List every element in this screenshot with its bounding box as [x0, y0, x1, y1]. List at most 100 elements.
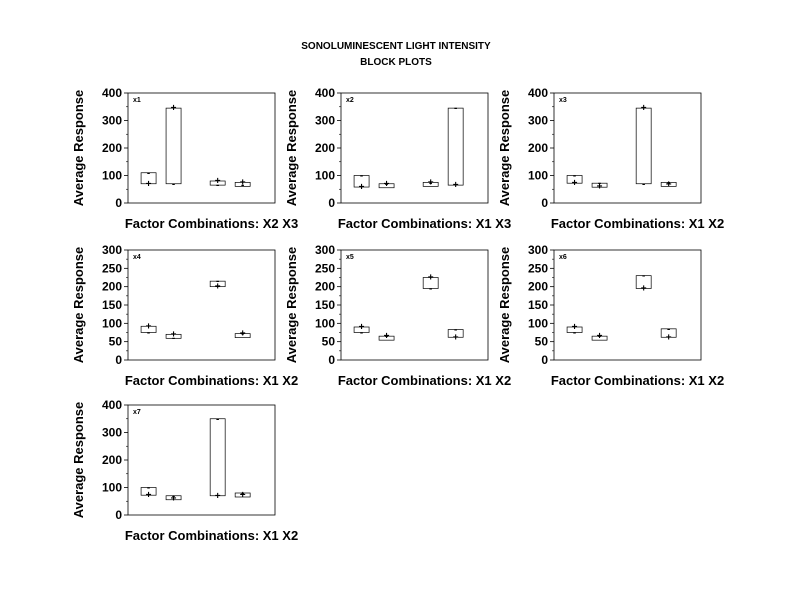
x-axis-label: Factor Combinations: X1 X2 [338, 373, 511, 388]
block-rect [660, 328, 677, 338]
panel-label-x3: x3 [559, 97, 567, 104]
plus-marker: + [572, 322, 578, 333]
y-axis-label: Average Response [284, 247, 299, 364]
plus-marker: + [666, 179, 672, 190]
plus-marker: + [240, 490, 246, 501]
minus-marker: - [241, 488, 244, 499]
y-tick-label: 150 [315, 298, 335, 312]
minus-marker: - [147, 168, 150, 179]
y-axis-label: Average Response [71, 247, 86, 364]
y-tick-label: 400 [315, 86, 335, 100]
y-tick-label: 0 [115, 508, 122, 522]
block-rect [447, 329, 464, 338]
block-rect [422, 182, 439, 187]
block-rect [353, 326, 370, 333]
minus-marker: - [172, 491, 175, 502]
plus-marker: + [240, 177, 246, 188]
y-tick-label: 300 [102, 114, 122, 128]
y-tick-label: 100 [102, 481, 122, 495]
panel-label-x4: x4 [133, 254, 141, 261]
y-tick-label: 150 [528, 298, 548, 312]
block-rect [591, 182, 608, 188]
minus-marker: - [147, 328, 150, 339]
y-tick-label: 250 [102, 261, 122, 275]
minus-marker: - [147, 483, 150, 494]
y-tick-label: 50 [535, 335, 549, 349]
x-axis-label: Factor Combinations: X1 X2 [125, 373, 298, 388]
y-tick-label: 300 [102, 426, 122, 440]
block-rect [140, 325, 157, 333]
block-rect [209, 418, 226, 497]
block-rect [140, 487, 157, 496]
y-tick-label: 100 [528, 169, 548, 183]
y-tick-label: 100 [315, 169, 335, 183]
block-rect [566, 175, 583, 184]
minus-marker: - [598, 178, 601, 189]
plus-marker: + [146, 179, 152, 190]
block-rect [209, 280, 226, 288]
x-axis-label: Factor Combinations: X1 X3 [338, 216, 511, 231]
x-axis-label: Factor Combinations: X2 X3 [125, 216, 298, 231]
minus-marker: - [385, 179, 388, 190]
minus-marker: - [454, 103, 457, 114]
plus-marker: + [384, 331, 390, 342]
minus-marker: - [216, 414, 219, 425]
minus-marker: - [241, 329, 244, 340]
block-rect [165, 495, 182, 501]
block-rect [422, 277, 439, 289]
plus-marker: + [240, 329, 246, 340]
block-rect [234, 333, 251, 338]
plus-marker: + [453, 180, 459, 191]
block-rect [353, 175, 370, 188]
y-tick-label: 200 [315, 280, 335, 294]
plus-marker: + [384, 179, 390, 190]
y-tick-label: 0 [115, 196, 122, 210]
minus-marker: - [429, 284, 432, 295]
y-axis-label: Average Response [497, 90, 512, 207]
panel-frame-x4 [127, 249, 276, 361]
panel-label-x2: x2 [346, 97, 354, 104]
plus-marker: + [641, 284, 647, 295]
minus-marker: - [216, 180, 219, 191]
y-tick-label: 150 [102, 298, 122, 312]
figure-title-line1: SONOLUMINESCENT LIGHT INTENSITY [301, 41, 491, 52]
plus-marker: + [597, 182, 603, 193]
x-axis-label: Factor Combinations: X1 X2 [125, 528, 298, 543]
panel-frame-x6 [553, 249, 702, 361]
x-axis-label: Factor Combinations: X1 X2 [551, 216, 724, 231]
minus-marker: - [573, 171, 576, 182]
y-tick-label: 100 [102, 316, 122, 330]
y-tick-label: 400 [102, 86, 122, 100]
y-tick-label: 300 [315, 114, 335, 128]
y-tick-label: 300 [102, 243, 122, 257]
block-rect [165, 333, 182, 339]
plus-marker: + [171, 103, 177, 114]
block-rect [165, 107, 182, 185]
plus-marker: + [146, 321, 152, 332]
minus-marker: - [573, 328, 576, 339]
y-axis-label: Average Response [284, 90, 299, 207]
minus-marker: - [360, 171, 363, 182]
figure-title-line2: BLOCK PLOTS [360, 57, 432, 68]
plus-marker: + [215, 282, 221, 293]
plus-marker: + [171, 494, 177, 505]
y-tick-label: 200 [102, 453, 122, 467]
plus-marker: + [359, 322, 365, 333]
minus-marker: - [241, 180, 244, 191]
block-rect [234, 492, 251, 498]
block-rect [378, 335, 395, 341]
y-tick-label: 250 [315, 261, 335, 275]
y-tick-label: 100 [528, 316, 548, 330]
block-rect [209, 180, 226, 186]
y-tick-label: 100 [315, 316, 335, 330]
y-axis-label: Average Response [71, 90, 86, 207]
plus-marker: + [215, 491, 221, 502]
y-tick-label: 200 [528, 280, 548, 294]
plus-marker: + [453, 332, 459, 343]
y-tick-label: 0 [328, 196, 335, 210]
plus-marker: + [641, 103, 647, 114]
minus-marker: - [172, 333, 175, 344]
y-tick-label: 300 [528, 114, 548, 128]
minus-marker: - [598, 331, 601, 342]
